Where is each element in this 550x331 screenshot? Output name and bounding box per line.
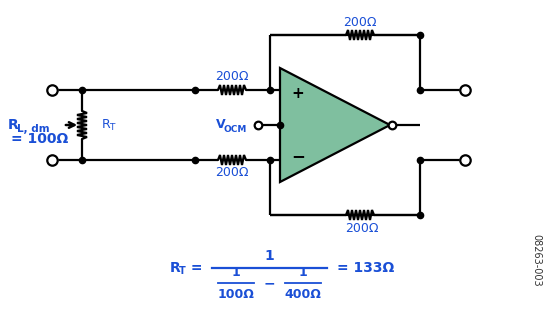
- Text: T: T: [109, 123, 114, 132]
- Text: = 100Ω: = 100Ω: [11, 132, 68, 146]
- Text: 200Ω: 200Ω: [343, 16, 377, 28]
- Text: 1: 1: [232, 266, 240, 279]
- Text: 400Ω: 400Ω: [284, 288, 321, 301]
- Text: 100Ω: 100Ω: [218, 288, 255, 301]
- Text: 200Ω: 200Ω: [215, 166, 249, 179]
- Text: R: R: [8, 118, 19, 132]
- Text: 200Ω: 200Ω: [345, 221, 379, 234]
- Text: +: +: [292, 86, 304, 102]
- Polygon shape: [280, 68, 390, 182]
- Text: R: R: [170, 261, 181, 275]
- Text: V: V: [216, 118, 225, 131]
- Text: R: R: [102, 118, 111, 131]
- Text: L, dm: L, dm: [17, 124, 50, 134]
- Text: = 133Ω: = 133Ω: [337, 261, 394, 275]
- Text: −: −: [263, 276, 276, 290]
- Text: 200Ω: 200Ω: [215, 71, 249, 83]
- Text: T: T: [179, 266, 186, 276]
- Text: −: −: [291, 147, 305, 165]
- Text: 1: 1: [299, 266, 307, 279]
- Text: 08263-003: 08263-003: [531, 234, 541, 286]
- Text: 1: 1: [265, 249, 274, 263]
- Text: =: =: [186, 261, 202, 275]
- Text: OCM: OCM: [224, 124, 248, 133]
